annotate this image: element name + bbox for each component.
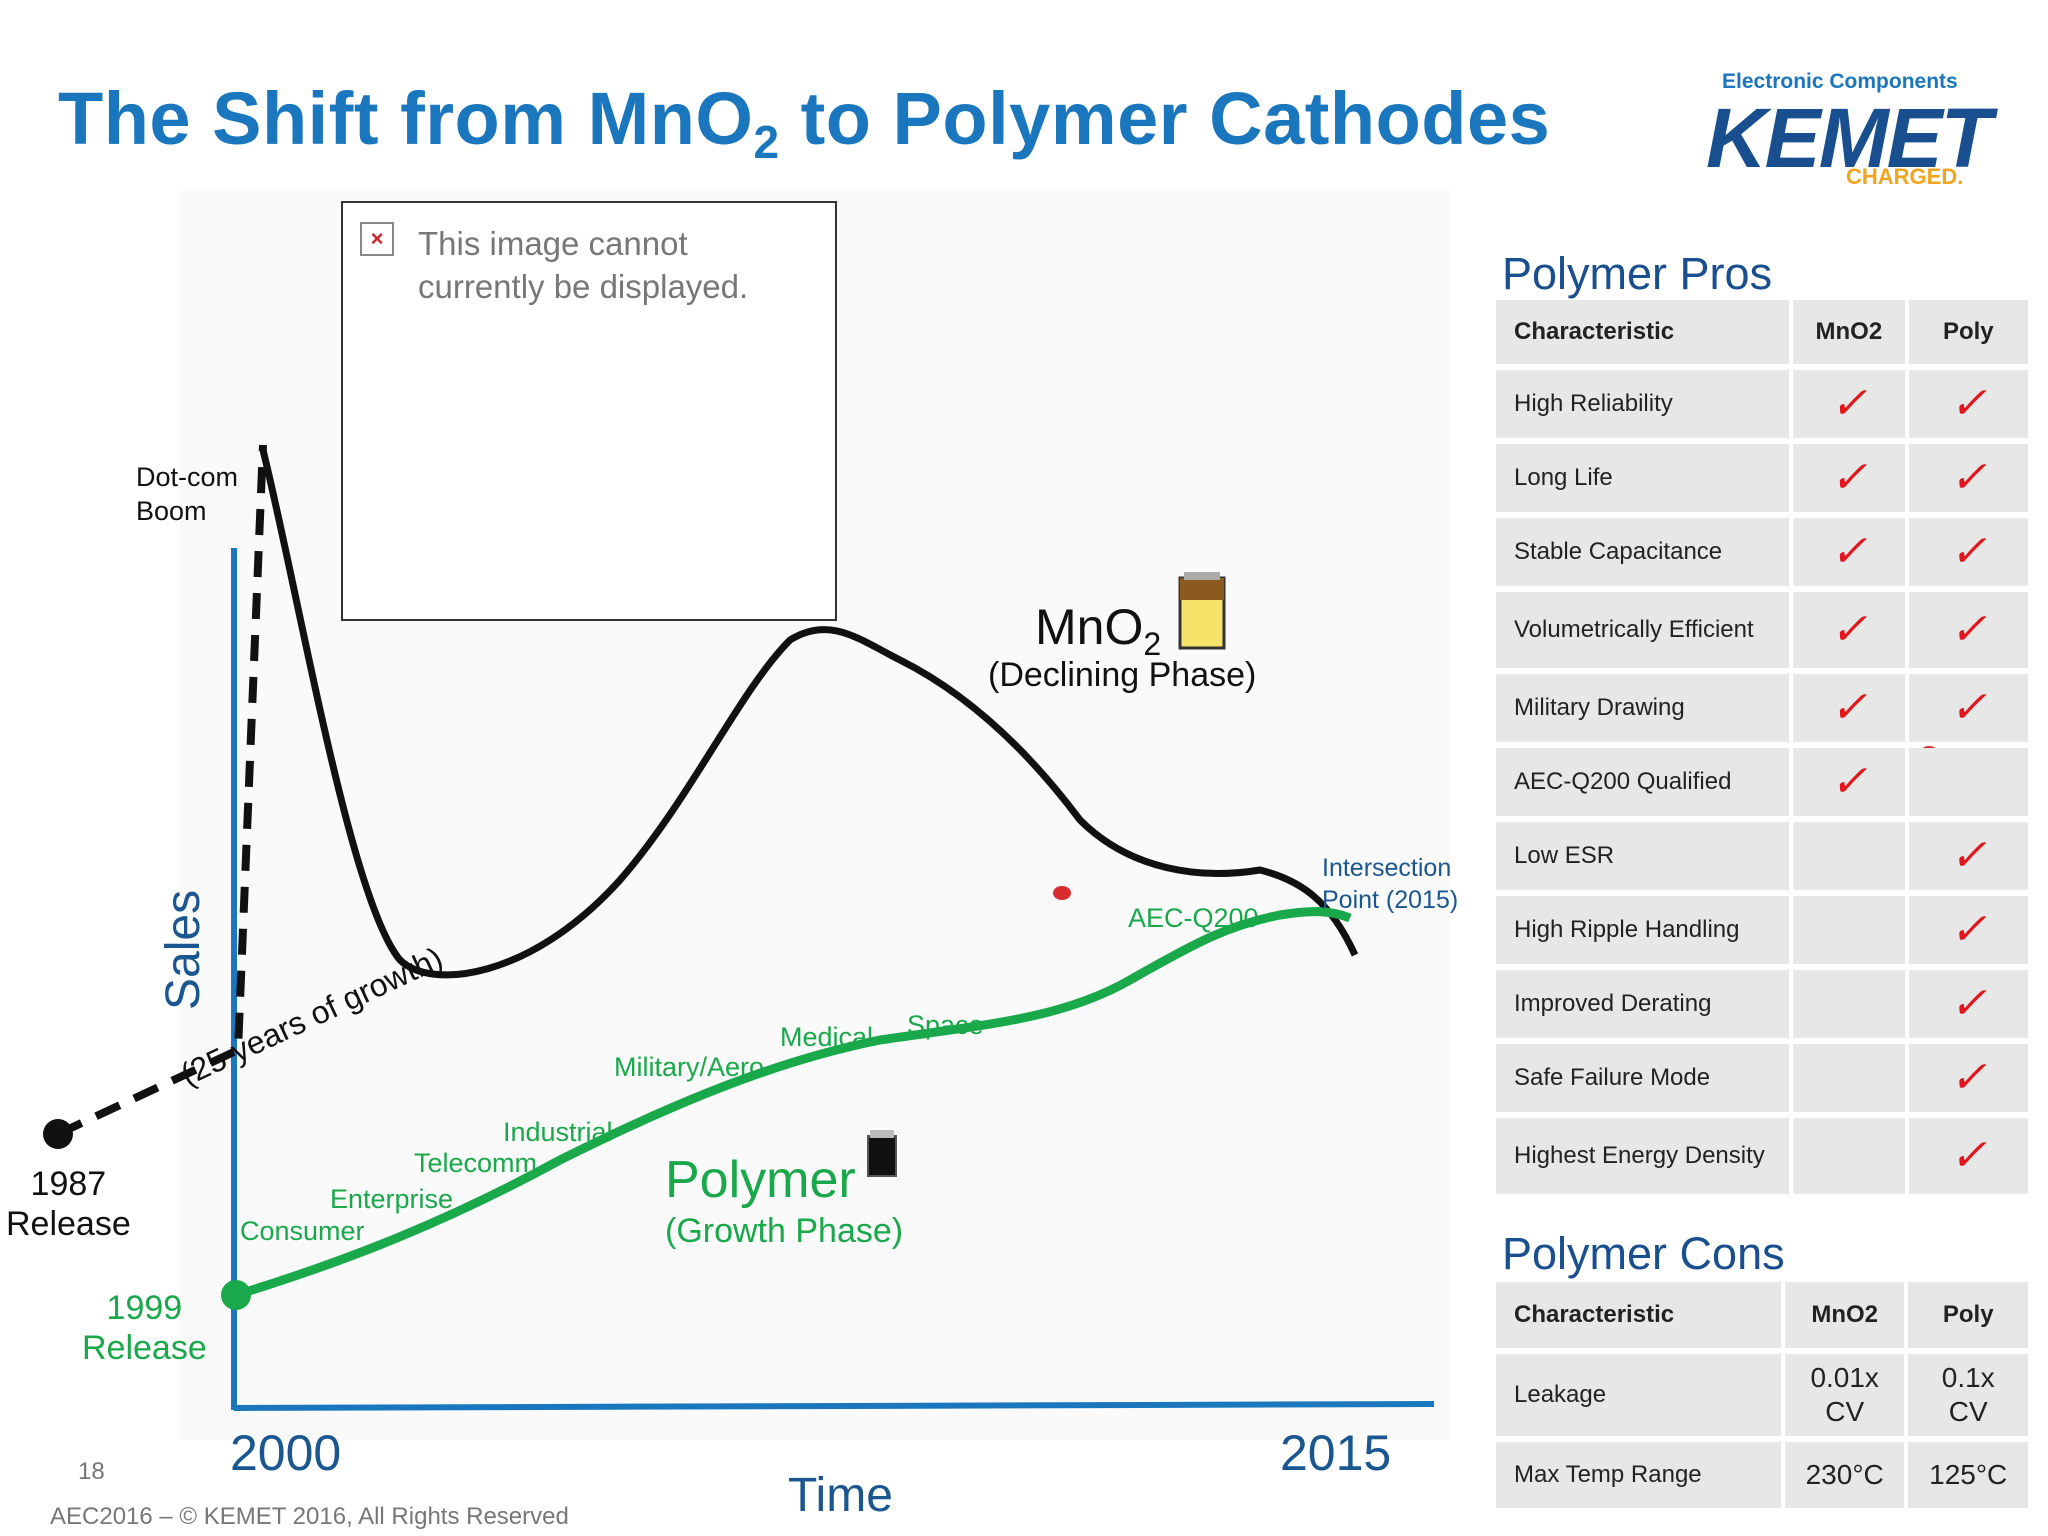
cons-characteristic: Leakage: [1496, 1354, 1781, 1436]
pros-row: Low ESR ✓: [1496, 822, 2028, 890]
pros-characteristic: Volumetrically Efficient: [1496, 592, 1790, 668]
polymer-label: Polymer: [665, 1151, 856, 1209]
copyright-footer: AEC2016 – © KEMET 2016, All Rights Reser…: [50, 1503, 569, 1530]
market-telecomm: Telecomm: [414, 1148, 538, 1178]
mno2-label: MnO2: [1035, 599, 1162, 662]
cons-header-characteristic: Characteristic: [1496, 1282, 1781, 1348]
pros-characteristic: Improved Derating: [1496, 970, 1790, 1038]
cons-poly-value: 0.1x CV: [1941, 1362, 1995, 1427]
pros-characteristic: High Ripple Handling: [1496, 896, 1790, 964]
pros-characteristic: Safe Failure Mode: [1496, 1044, 1790, 1112]
pros-mno2-value: ✓: [1830, 452, 1868, 503]
broken-image-icon: ×: [360, 222, 394, 256]
pros-row: Long Life ✓ ✓: [1496, 444, 2028, 512]
pros-row: Volumetrically Efficient ✓ ✓: [1496, 592, 2028, 668]
market-space: Space: [907, 1010, 984, 1040]
market-consumer: Consumer: [240, 1216, 365, 1246]
mno2-phase-label: (Declining Phase): [988, 656, 1257, 694]
cons-row: Leakage 0.01x CV 0.1x CV: [1496, 1354, 2028, 1436]
market-military-aero: Military/Aero: [614, 1052, 765, 1082]
pros-row: Improved Derating ✓: [1496, 970, 2028, 1038]
pros-poly-value: ✓: [1949, 378, 1987, 429]
x-end-label: 2015: [1280, 1425, 1392, 1481]
release-1999-label: 1999 Release: [82, 1289, 207, 1367]
pros-row: Military Drawing ✓ ✓: [1496, 674, 2028, 742]
cons-header-mno2: MnO2: [1784, 1282, 1905, 1348]
x-start-label: 2000: [230, 1425, 342, 1481]
pros-poly-value: ✓: [1949, 978, 1987, 1029]
cons-poly-value: 125°C: [1929, 1459, 2008, 1490]
placeholder-message: This image cannot currently be displayed…: [418, 225, 749, 305]
pros-table: Characteristic MnO2 Poly High Reliabilit…: [1492, 294, 2032, 1200]
pros-poly-value: ✓: [1949, 526, 1987, 577]
pros-row: High Ripple Handling ✓: [1496, 896, 2028, 964]
pros-mno2-value: ✓: [1830, 526, 1868, 577]
cons-row: Max Temp Range 230°C 125°C: [1496, 1442, 2028, 1508]
market-aec-q200: AEC-Q200: [1128, 903, 1259, 933]
market-medical: Medical: [780, 1022, 874, 1052]
cons-header-poly: Poly: [1908, 1282, 2028, 1348]
pros-header-characteristic: Characteristic: [1496, 300, 1790, 364]
cons-table: Characteristic MnO2 Poly Leakage 0.01x CV…: [1492, 1276, 2032, 1514]
release-1999-marker: [221, 1280, 251, 1310]
pros-mno2-value: ✓: [1830, 756, 1868, 807]
pros-poly-value: ✓: [1949, 830, 1987, 881]
pros-characteristic: High Reliability: [1496, 370, 1790, 438]
pros-mno2-value: ✓: [1830, 604, 1868, 655]
polymer-capacitor-icon: [867, 1130, 897, 1177]
history-dashed-line: [56, 444, 267, 1138]
market-industrial: Industrial: [503, 1117, 613, 1147]
pros-row: Stable Capacitance ✓ ✓: [1496, 518, 2028, 586]
pros-characteristic: Stable Capacitance: [1496, 518, 1790, 586]
pros-row: High Reliability ✓ ✓: [1496, 370, 2028, 438]
cons-characteristic: Max Temp Range: [1496, 1442, 1781, 1508]
x-axis: [233, 1401, 1435, 1411]
pros-header-mno2: MnO2: [1793, 300, 1905, 364]
pros-characteristic: Highest Energy Density: [1496, 1118, 1790, 1194]
pros-row: AEC-Q200 Qualified ✓: [1496, 748, 2028, 816]
pros-mno2-value: ✓: [1830, 682, 1868, 733]
image-placeholder: [341, 201, 837, 621]
logo-tagline: Electronic Components: [1722, 70, 1958, 93]
slide-title: The Shift from MnO2 to Polymer Cathodes: [58, 77, 1551, 168]
mno2-capacitor-icon: [1178, 572, 1226, 650]
pros-poly-value: ✓: [1949, 1130, 1987, 1181]
pros-characteristic: Long Life: [1496, 444, 1790, 512]
polymer-phase-label: (Growth Phase): [665, 1212, 904, 1250]
pros-characteristic: Low ESR: [1496, 822, 1790, 890]
pros-mno2-value: ✓: [1830, 378, 1868, 429]
kemet-logo: KEMET: [1706, 91, 1992, 185]
pros-title: Polymer Pros: [1502, 248, 1773, 299]
pros-poly-value: ✓: [1949, 682, 1987, 733]
logo-subtitle: CHARGED.: [1846, 164, 1964, 189]
polymer-curve: [234, 907, 1352, 1300]
mno2-curve: [259, 449, 1359, 979]
cons-mno2-value: 230°C: [1805, 1459, 1884, 1490]
pros-header-poly: Poly: [1908, 300, 2028, 364]
pros-row: Safe Failure Mode ✓: [1496, 1044, 2028, 1112]
dotcom-boom-label: Dot-com Boom: [136, 462, 239, 526]
market-enterprise: Enterprise: [330, 1184, 454, 1214]
x-axis-label: Time: [788, 1469, 893, 1522]
pros-poly-value: ✓: [1949, 604, 1987, 655]
y-axis-label: Sales: [157, 889, 210, 1010]
page-number: 18: [78, 1458, 105, 1485]
pros-characteristic: AEC-Q200 Qualified: [1496, 748, 1790, 816]
pros-poly-value: ✓: [1949, 1052, 1987, 1103]
pointer-dot: [1053, 886, 1071, 900]
intersection-label: Intersection Point (2015): [1322, 854, 1459, 914]
pros-poly-value: ✓: [1949, 904, 1987, 955]
cons-title: Polymer Cons: [1502, 1228, 1785, 1279]
pros-poly-value: ✓: [1949, 452, 1987, 503]
release-1987-marker: [43, 1119, 73, 1149]
pros-row: Highest Energy Density ✓: [1496, 1118, 2028, 1194]
cons-mno2-value: 0.01x CV: [1810, 1362, 1879, 1427]
pros-characteristic: Military Drawing: [1496, 674, 1790, 742]
release-1987-label: 1987 Release: [6, 1165, 131, 1243]
